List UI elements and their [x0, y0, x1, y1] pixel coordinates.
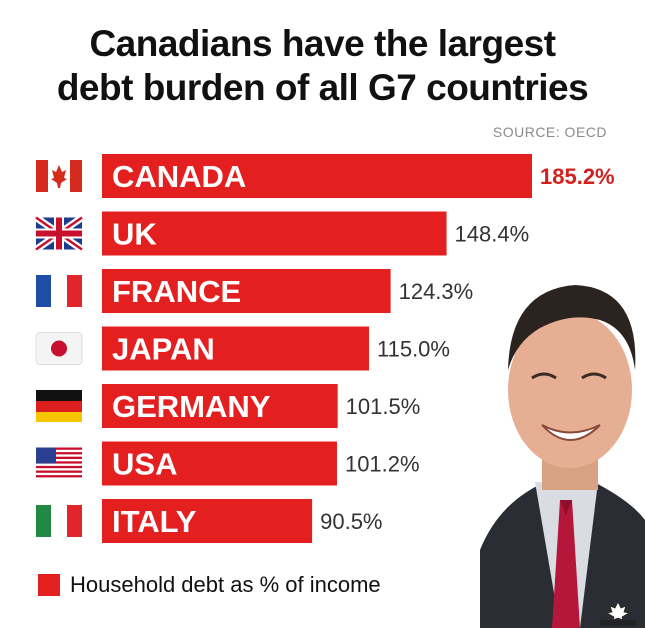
- chart-title: Canadians have the largest debt burden o…: [0, 22, 645, 110]
- title-line-2: debt burden of all G7 countries: [56, 67, 589, 108]
- value-label: 101.2%: [345, 452, 420, 477]
- bar-row-japan: JAPAN 115.0%: [35, 326, 450, 371]
- category-label: JAPAN: [112, 332, 215, 367]
- category-label: GERMANY: [112, 389, 271, 424]
- legend-swatch: [38, 574, 60, 596]
- value-label: 101.5%: [346, 394, 421, 419]
- france-flag-icon: [36, 275, 82, 307]
- bar-row-italy: ITALY 90.5%: [36, 499, 383, 543]
- bar-japan: [102, 326, 370, 371]
- bar-france: [102, 269, 391, 313]
- uk-flag-icon: [34, 214, 84, 253]
- canada-flag-icon: [36, 160, 82, 192]
- category-label: CANADA: [112, 159, 246, 194]
- usa-flag-icon: [36, 447, 82, 480]
- legend-label: Household debt as % of income: [70, 572, 381, 597]
- value-label: 115.0%: [377, 337, 450, 362]
- bar-usa: [102, 441, 337, 486]
- italy-flag-icon: [36, 505, 82, 537]
- category-label: ITALY: [112, 504, 197, 539]
- value-label: 90.5%: [320, 509, 382, 534]
- value-label: 148.4%: [455, 222, 530, 247]
- category-label: UK: [112, 217, 157, 252]
- bar-row-germany: GERMANY 101.5%: [36, 384, 420, 428]
- value-label: 185.2%: [540, 164, 615, 189]
- japan-flag-icon: [35, 332, 83, 365]
- bar-canada: [102, 154, 532, 198]
- bar-italy: [102, 499, 313, 543]
- bar-row-uk: UK 148.4%: [34, 211, 530, 256]
- category-label: FRANCE: [112, 274, 241, 309]
- bar-uk: [102, 211, 447, 256]
- category-label: USA: [112, 447, 177, 482]
- bar-row-france: FRANCE 124.3%: [36, 269, 473, 313]
- person-photo: [480, 285, 645, 628]
- watermark-logo: [600, 601, 636, 626]
- source-label: SOURCE: OECD: [492, 124, 607, 140]
- bar-row-usa: USA 101.2%: [36, 441, 420, 486]
- legend: Household debt as % of income: [38, 572, 381, 598]
- value-label: 124.3%: [399, 279, 474, 304]
- title-line-1: Canadians have the largest: [89, 23, 556, 64]
- bar-germany: [102, 384, 338, 428]
- germany-flag-icon: [36, 390, 82, 422]
- bar-row-canada: CANADA 185.2%: [36, 154, 615, 198]
